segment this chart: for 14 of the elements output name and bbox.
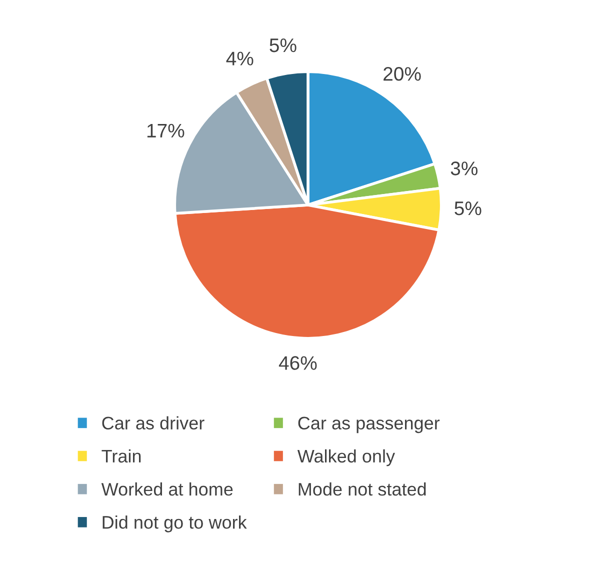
legend-label: Mode not stated bbox=[298, 482, 426, 496]
legend-label: Worked at home bbox=[101, 482, 233, 496]
data-label: 20% bbox=[384, 67, 421, 81]
data-label: 4% bbox=[226, 52, 254, 66]
legend-label: Train bbox=[102, 449, 141, 463]
legend-label: Walked only bbox=[297, 449, 396, 466]
legend-label: Did not go to work bbox=[102, 515, 247, 532]
legend-label: Car as driver bbox=[102, 416, 204, 430]
data-label: 5% bbox=[454, 202, 482, 216]
data-label: 3% bbox=[450, 162, 478, 176]
data-label: 46% bbox=[278, 356, 317, 370]
legend-label: Car as passenger bbox=[298, 416, 440, 434]
data-label: 17% bbox=[147, 124, 184, 138]
data-label: 5% bbox=[270, 38, 296, 52]
